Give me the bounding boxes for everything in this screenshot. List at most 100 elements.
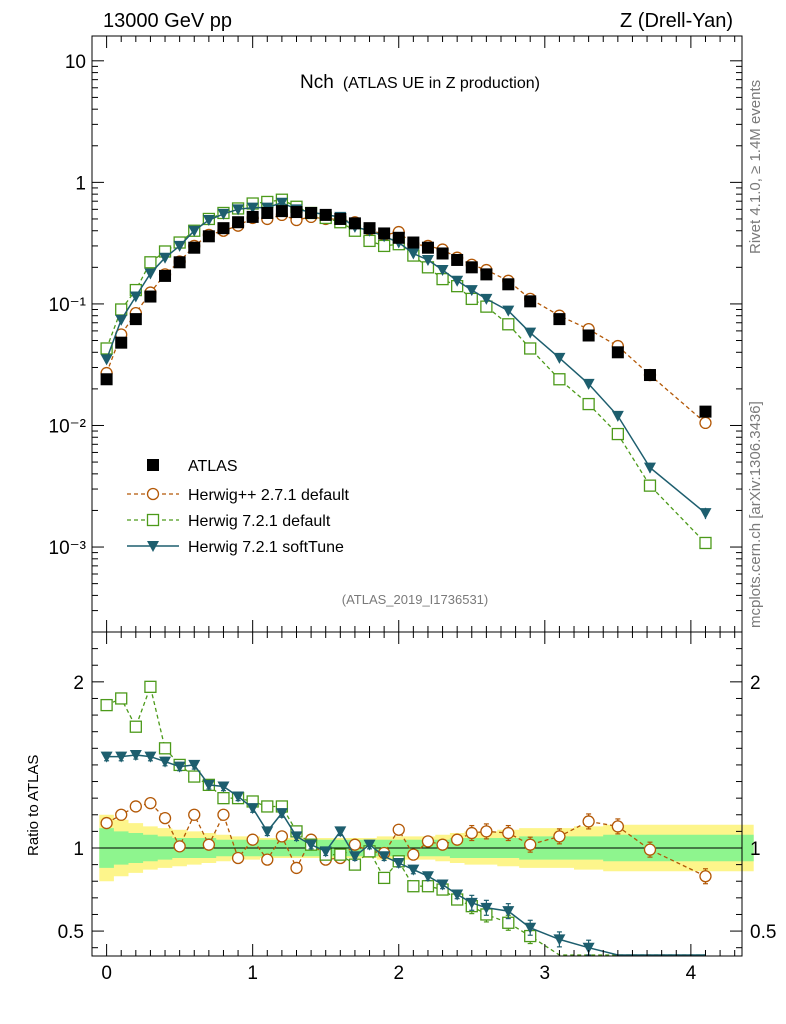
- data-point-herwig-7-2-1-default: [363, 234, 376, 248]
- ratio-point-herwig-7-2-1-softtune: [451, 889, 464, 901]
- legend-marker-h7-default: [146, 513, 160, 527]
- data-point-atlas: [451, 253, 464, 266]
- data-point-atlas: [188, 241, 201, 254]
- legend-label-h7-soft: Herwig 7.2.1 softTune: [188, 539, 344, 556]
- x-tick-label: 1: [247, 963, 258, 984]
- ratio-point-herwig-2-7-1-default: [524, 838, 537, 851]
- ratio-point-herwig-7-2-1-default: [129, 720, 142, 733]
- header-left: 13000 GeV pp: [103, 10, 232, 32]
- data-point-herwig-7-2-1-default: [502, 318, 515, 331]
- data-point-atlas: [246, 210, 259, 223]
- ratio-point-herwig-2-7-1-default: [699, 870, 712, 883]
- y-tick-label: 10: [65, 52, 86, 73]
- ratio-point-herwig-2-7-1-default: [643, 843, 657, 856]
- ratio-point-herwig-2-7-1-default: [451, 833, 464, 846]
- data-point-atlas: [480, 268, 493, 281]
- data-point-herwig-7-2-1-default: [582, 397, 595, 411]
- x-tick-label: 2: [393, 963, 404, 984]
- legend-marker-herwigpp: [146, 487, 160, 501]
- ratio-line-herwig-7-2-1-softtune: [106, 754, 706, 956]
- ratio-point-herwig-2-7-1-default: [480, 825, 493, 838]
- ratio-axis-ticks: 0.5 0.5 1 1 2 2: [58, 632, 776, 956]
- data-point-herwig-7-2-1-softtune: [643, 462, 656, 474]
- data-point-herwig-7-2-1-default: [699, 536, 712, 550]
- ratio-y-tick-label-right: 0.5: [750, 922, 776, 943]
- ratio-point-herwig-7-2-1-softtune: [553, 934, 566, 946]
- data-point-herwig-7-2-1-softtune: [173, 240, 186, 252]
- data-point-herwig-7-2-1-softtune: [159, 252, 172, 264]
- ratio-point-herwig-7-2-1-softtune: [173, 761, 186, 773]
- ratio-point-herwig-2-7-1-default: [100, 816, 113, 830]
- ratio-point-herwig-7-2-1-softtune: [334, 826, 347, 838]
- ratio-point-herwig-2-7-1-default: [553, 830, 566, 843]
- y-tick-label: 10⁻¹: [49, 295, 87, 316]
- legend-label-h7-default: Herwig 7.2.1 default: [188, 513, 331, 530]
- data-point-atlas: [643, 369, 656, 382]
- ratio-ylabel: Ratio to ATLAS: [25, 755, 42, 856]
- ratio-y-tick-label: 0.5: [58, 922, 84, 943]
- data-point-atlas: [334, 212, 347, 225]
- ratio-point-herwig-7-2-1-default: [421, 880, 435, 893]
- data-point-atlas: [129, 313, 142, 326]
- ratio-point-herwig-7-2-1-softtune: [305, 839, 318, 851]
- ratio-point-herwig-2-7-1-default: [173, 840, 186, 853]
- data-point-atlas: [217, 222, 230, 235]
- analysis-id: (ATLAS_2019_I1736531): [342, 592, 488, 607]
- ratio-point-herwig-2-7-1-default: [144, 796, 157, 810]
- plot-title-main: Nch: [300, 72, 334, 93]
- data-point-atlas: [553, 313, 566, 326]
- ratio-point-herwig-7-2-1-default: [334, 848, 347, 861]
- ratio-point-herwig-7-2-1-default: [407, 880, 420, 893]
- ratio-point-herwig-2-7-1-default: [582, 815, 595, 828]
- data-point-atlas: [261, 206, 274, 219]
- ratio-point-herwig-7-2-1-default: [188, 770, 201, 783]
- data-point-herwig-7-2-1-default: [524, 342, 537, 355]
- ratio-point-herwig-7-2-1-softtune: [100, 751, 113, 763]
- ratio-point-herwig-7-2-1-softtune: [261, 826, 274, 838]
- data-point-herwig-7-2-1-softtune: [480, 293, 493, 305]
- ratio-point-herwig-2-7-1-default: [202, 838, 216, 851]
- ratio-point-herwig-7-2-1-softtune: [363, 839, 376, 851]
- ratio-point-herwig-7-2-1-softtune: [436, 879, 449, 891]
- main-axis-ticks: 10 1 10⁻¹ 10⁻² 10⁻³: [49, 36, 742, 633]
- main-panel-content: [100, 193, 712, 550]
- ratio-point-herwig-2-7-1-default: [502, 826, 515, 840]
- data-point-herwig-7-2-1-softtune: [699, 508, 712, 520]
- data-point-atlas: [378, 227, 391, 240]
- ratio-point-herwig-7-2-1-softtune: [378, 851, 391, 863]
- ratio-point-herwig-7-2-1-default: [261, 800, 274, 813]
- plot-title: Nch (ATLAS UE in Z production): [300, 72, 540, 93]
- ratio-point-herwig-7-2-1-default: [100, 698, 113, 712]
- ratio-panel-frame: [91, 631, 743, 957]
- data-point-atlas: [173, 256, 186, 269]
- data-point-atlas: [524, 295, 537, 308]
- ratio-point-herwig-7-2-1-default: [377, 871, 391, 885]
- ratio-point-herwig-2-7-1-default: [290, 861, 303, 875]
- ratio-point-herwig-2-7-1-default: [407, 848, 420, 861]
- ratio-point-herwig-7-2-1-default: [217, 792, 230, 805]
- x-tick-label: 3: [540, 963, 551, 984]
- ratio-point-herwig-2-7-1-default: [261, 853, 274, 866]
- data-point-herwig-2-7-1-default: [699, 416, 712, 430]
- data-point-atlas: [407, 236, 420, 249]
- data-point-atlas: [275, 205, 288, 218]
- ratio-point-herwig-2-7-1-default: [115, 808, 128, 821]
- data-point-herwig-7-2-1-softtune: [407, 248, 420, 260]
- ratio-point-herwig-7-2-1-softtune: [407, 864, 420, 876]
- data-point-atlas: [611, 346, 624, 359]
- data-point-herwig-7-2-1-softtune: [100, 354, 113, 366]
- data-point-atlas: [348, 217, 361, 230]
- plot-title-sub: (ATLAS UE in Z production): [343, 75, 540, 92]
- ratio-point-herwig-2-7-1-default: [465, 826, 478, 840]
- ratio-point-herwig-7-2-1-default: [158, 742, 172, 755]
- ratio-point-herwig-2-7-1-default: [188, 808, 201, 821]
- data-point-herwig-7-2-1-softtune: [246, 202, 259, 214]
- data-point-atlas: [392, 231, 405, 244]
- ratio-point-herwig-7-2-1-softtune: [582, 942, 595, 954]
- ratio-point-herwig-7-2-1-softtune: [524, 922, 537, 934]
- ratio-point-herwig-7-2-1-softtune: [232, 791, 245, 803]
- ratio-point-herwig-7-2-1-softtune: [217, 781, 230, 793]
- mcplots-label: mcplots.cern.ch [arXiv:1306.3436]: [747, 401, 764, 628]
- data-point-atlas: [421, 241, 434, 254]
